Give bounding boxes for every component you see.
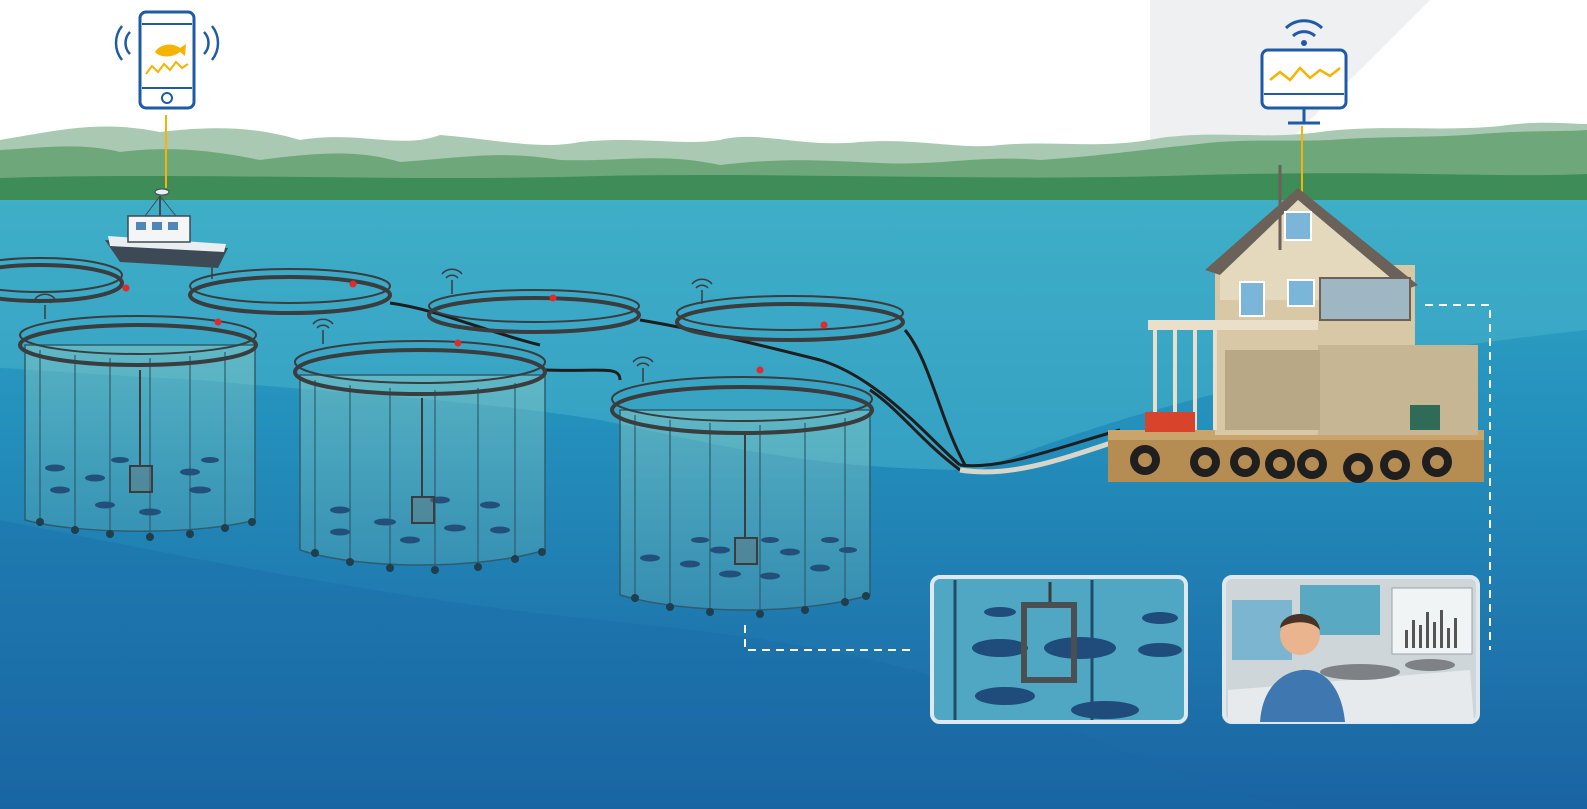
water-highlight <box>0 200 1587 470</box>
fish-pen-rings <box>0 257 905 435</box>
underwater-camera-icon <box>129 370 758 565</box>
net-lines <box>39 350 846 612</box>
net-weights <box>36 518 870 618</box>
deep-water-shelf <box>0 520 1300 809</box>
fish-school <box>45 457 857 580</box>
boat-icon <box>105 188 228 268</box>
dashed-connectors <box>744 304 1491 651</box>
control-house-icon <box>1108 165 1484 483</box>
monitor-wifi-icon <box>1260 19 1348 125</box>
camera-view-inset <box>930 575 1188 724</box>
shoreline <box>0 173 1587 208</box>
smartphone-fish-icon <box>114 10 220 110</box>
operator-view-inset <box>1222 575 1480 724</box>
sensor-dots <box>122 280 828 374</box>
